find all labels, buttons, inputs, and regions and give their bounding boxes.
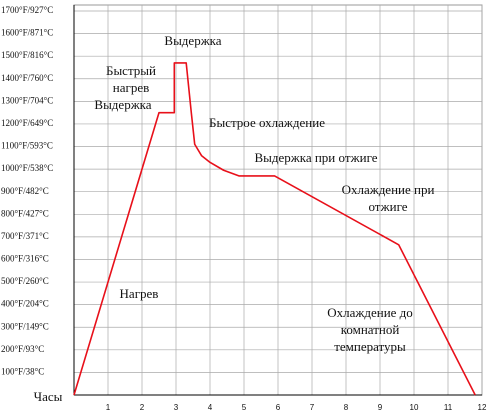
annotation: Охлаждение до: [327, 305, 413, 320]
x-axis-label: Часы: [34, 389, 63, 404]
x-tick-label: 1: [106, 403, 111, 412]
y-tick-label: 1700°F/927°C: [1, 5, 53, 15]
x-tick-label: 5: [242, 403, 247, 412]
x-tick-label: 2: [140, 403, 145, 412]
annotation: нагрев: [113, 80, 149, 95]
y-tick-label: 1000°F/538°C: [1, 163, 53, 173]
annotation: Выдержка: [94, 97, 151, 112]
y-tick-label: 300°F/149°C: [1, 321, 49, 331]
y-tick-label: 700°F/371°C: [1, 231, 49, 241]
y-tick-label: 1600°F/871°C: [1, 28, 53, 38]
annotation: Выдержка при отжиге: [254, 150, 377, 165]
y-tick-label: 500°F/260°C: [1, 276, 49, 286]
annotation: отжиге: [368, 199, 407, 214]
x-tick-label: 11: [444, 403, 453, 412]
annotation: Быстрый: [106, 63, 156, 78]
y-tick-label: 200°F/93°C: [1, 344, 44, 354]
y-tick-label: 100°F/38°C: [1, 366, 44, 376]
x-tick-label: 7: [310, 403, 315, 412]
annotation: Выдержка: [164, 33, 221, 48]
x-tick-label: 9: [378, 403, 383, 412]
y-tick-label: 1500°F/816°C: [1, 50, 53, 60]
y-tick-label: 1400°F/760°C: [1, 73, 53, 83]
x-tick-label: 8: [344, 403, 349, 412]
x-tick-label: 10: [410, 403, 419, 412]
y-tick-label: 900°F/482°C: [1, 186, 49, 196]
x-tick-label: 12: [478, 403, 487, 412]
y-tick-label: 800°F/427°C: [1, 208, 49, 218]
x-tick-label: 3: [174, 403, 179, 412]
annotation: Быстрое охлаждение: [209, 115, 325, 130]
y-tick-label: 600°F/316°C: [1, 254, 49, 264]
annotation: Нагрев: [120, 286, 159, 301]
annotation: комнатной: [341, 322, 400, 337]
x-tick-label: 6: [276, 403, 281, 412]
y-tick-label: 1300°F/704°C: [1, 95, 53, 105]
annotation: температуры: [334, 339, 406, 354]
y-tick-label: 1100°F/593°C: [1, 141, 53, 151]
annotation: Охлаждение при: [342, 182, 435, 197]
curve: [73, 62, 476, 396]
y-tick-label: 400°F/204°C: [1, 299, 49, 309]
x-tick-label: 4: [208, 403, 213, 412]
y-tick-label: 1200°F/649°C: [1, 118, 53, 128]
